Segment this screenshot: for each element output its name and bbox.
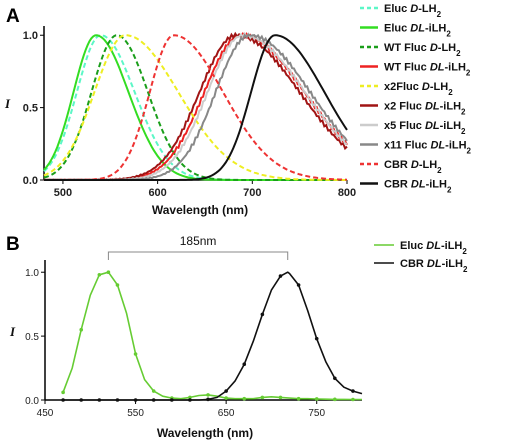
panel-b-data-point [206, 397, 210, 402]
panel-b-data-point [278, 395, 283, 400]
panel-b-data-point [314, 397, 319, 401]
panel-b-data-point [97, 398, 102, 402]
panel-b-y-tick-label: 0.0 [25, 396, 39, 407]
panel-a-series-line [43, 34, 347, 181]
panel-b-data-point [333, 397, 337, 402]
panel-b-xlabel: Wavelength (nm) [157, 426, 253, 440]
panel-a-ylabel: I [4, 96, 11, 111]
panel-b-data-point [151, 398, 156, 402]
panel-b-data-point [61, 390, 65, 395]
panel-b-data-point [79, 398, 84, 402]
panel-b-data-point [115, 398, 120, 402]
panel-b-y-tick-label: 0.5 [25, 332, 39, 343]
panel-a-plot: 500 600 700 800 0.0 0.5 1.0 [23, 26, 356, 199]
panel-b-data-point [97, 272, 102, 277]
panel-b-series-line [62, 271, 362, 401]
panel-a-y-tick-label: 0.5 [23, 103, 38, 115]
panel-a-xlabel: Wavelength (nm) [152, 203, 248, 217]
panel-b-data-point [314, 336, 319, 341]
panel-b-data-point [351, 397, 355, 402]
panel-b-data-point [151, 389, 156, 393]
panel-b-data-point [224, 396, 228, 400]
panel-a-legend-label: WT Fluc D-LH2 [384, 42, 461, 58]
panel-a-legend-label: x5 Fluc DL-iLH2 [384, 120, 466, 136]
peak-separation-annotation: 185nm [180, 234, 217, 248]
panel-b-data-point [260, 395, 265, 400]
panel-b-data-point [61, 398, 65, 402]
peak-separation-bracket [107, 251, 289, 260]
panel-b-data-point [260, 312, 265, 317]
panel-b-data-point [278, 274, 283, 278]
panel-b-data-point [333, 376, 337, 381]
panel-b-data-point [115, 283, 120, 287]
panel-a-legend-label: WT Fluc DL-iLH2 [384, 62, 471, 78]
panel-b-data-point [188, 398, 192, 402]
panel-b-x-tick-label: 650 [218, 408, 235, 419]
panel-a-x-tick-label: 800 [338, 187, 356, 199]
panel-b-y-tick-label: 1.0 [25, 268, 39, 279]
panel-b-data-point [106, 270, 111, 275]
panel-b-x-tick-label: 450 [37, 408, 54, 419]
panel-a-x-tick-label: 700 [243, 187, 261, 199]
panel-a-legend-label: CBR DL-iLH2 [384, 179, 452, 195]
panel-b-data-point [296, 283, 301, 287]
panel-b-data-point [351, 389, 355, 393]
panel-b-letter: B [6, 234, 20, 255]
panel-a-series-line [44, 34, 348, 181]
panel-b-data-point [133, 352, 138, 356]
panel-b-ylabel: I [9, 324, 16, 339]
panel-b-legend: Eluc DL-iLH2 CBR DL-iLH2 [374, 240, 468, 274]
panel-b-data-point [242, 396, 247, 401]
panel-a-x-tick-label: 500 [54, 187, 72, 199]
panel-a-legend: Eluc D-LH2 Eluc DL-iLH2 WT Fluc D-LH2 WT Fl… [360, 3, 472, 194]
panel-a-legend-label: Eluc DL-iLH2 [384, 23, 451, 39]
panel-b-data-point [133, 398, 138, 402]
panel-a-legend-label: x11 Fluc DL-iLH2 [384, 140, 472, 156]
panel-b-data-point [242, 362, 247, 367]
panel-b-data-point [224, 389, 228, 393]
panel-a-legend-label: x2Fluc D-LH2 [384, 81, 453, 97]
panel-b-legend-label: CBR DL-iLH2 [400, 258, 468, 274]
panel-a-y-tick-label: 1.0 [23, 30, 38, 42]
panel-a-series-line [43, 34, 347, 181]
panel-b-data-point [170, 398, 174, 402]
panel-a-y-tick-label: 0.0 [23, 175, 38, 187]
panel-b-x-tick-label: 550 [127, 408, 144, 419]
panel-a-legend-label: CBR D-LH2 [384, 159, 442, 175]
panel-b-data-point [188, 395, 192, 400]
panel-a-letter: A [6, 6, 20, 27]
panel-b-legend-label: Eluc DL-iLH2 [400, 240, 467, 256]
panel-b-data-point [79, 327, 84, 332]
panel-a-x-tick-label: 600 [148, 187, 166, 199]
panel-b-data-point [296, 396, 301, 401]
panel-b-plot: 450 550 650 750 0.0 0.5 1.0 [25, 251, 363, 419]
panel-b-data-point [206, 393, 210, 397]
panel-b-x-tick-label: 750 [308, 408, 325, 419]
panel-a-legend-label: Eluc D-LH2 [384, 3, 442, 19]
panel-b-series-line [63, 271, 363, 401]
panel-a-legend-label: x2 Fluc DL-iLH2 [384, 101, 466, 117]
